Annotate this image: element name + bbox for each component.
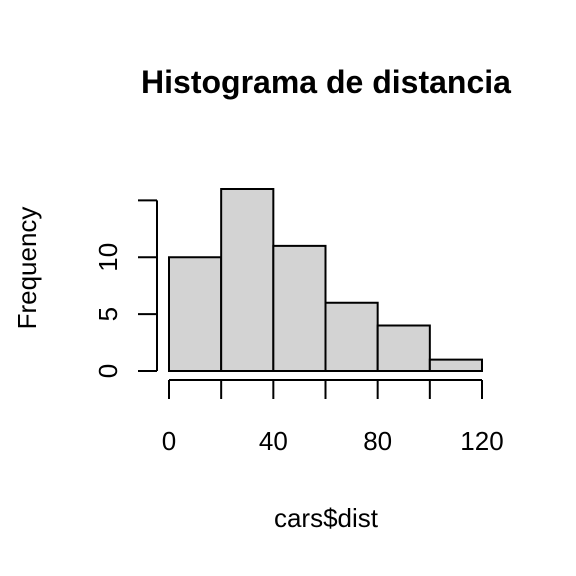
x-tick-label: 0 (162, 426, 176, 456)
histogram-bar-60-80 (324, 301, 379, 372)
y-axis-label: Frequency (12, 207, 42, 330)
histogram-bar-0-20 (168, 256, 223, 372)
histogram-bar-100-120 (428, 358, 484, 372)
x-axis-label: cars$dist (274, 503, 379, 533)
histogram-bar-40-60 (272, 244, 327, 372)
x-tick-label: 80 (363, 426, 392, 456)
chart-title: Histograma de distancia (141, 64, 511, 100)
bars-group (168, 188, 484, 372)
x-tick-label: 120 (460, 426, 503, 456)
y-axis: 0 5 10 (93, 199, 158, 378)
x-tick-label: 40 (259, 426, 288, 456)
y-tick-label: 10 (93, 243, 123, 272)
x-axis: 0 40 80 120 (162, 379, 504, 456)
histogram-bar-80-100 (376, 324, 431, 372)
y-tick-label: 0 (93, 364, 123, 378)
y-tick-label: 5 (93, 307, 123, 321)
histogram-bar-20-40 (220, 188, 275, 372)
